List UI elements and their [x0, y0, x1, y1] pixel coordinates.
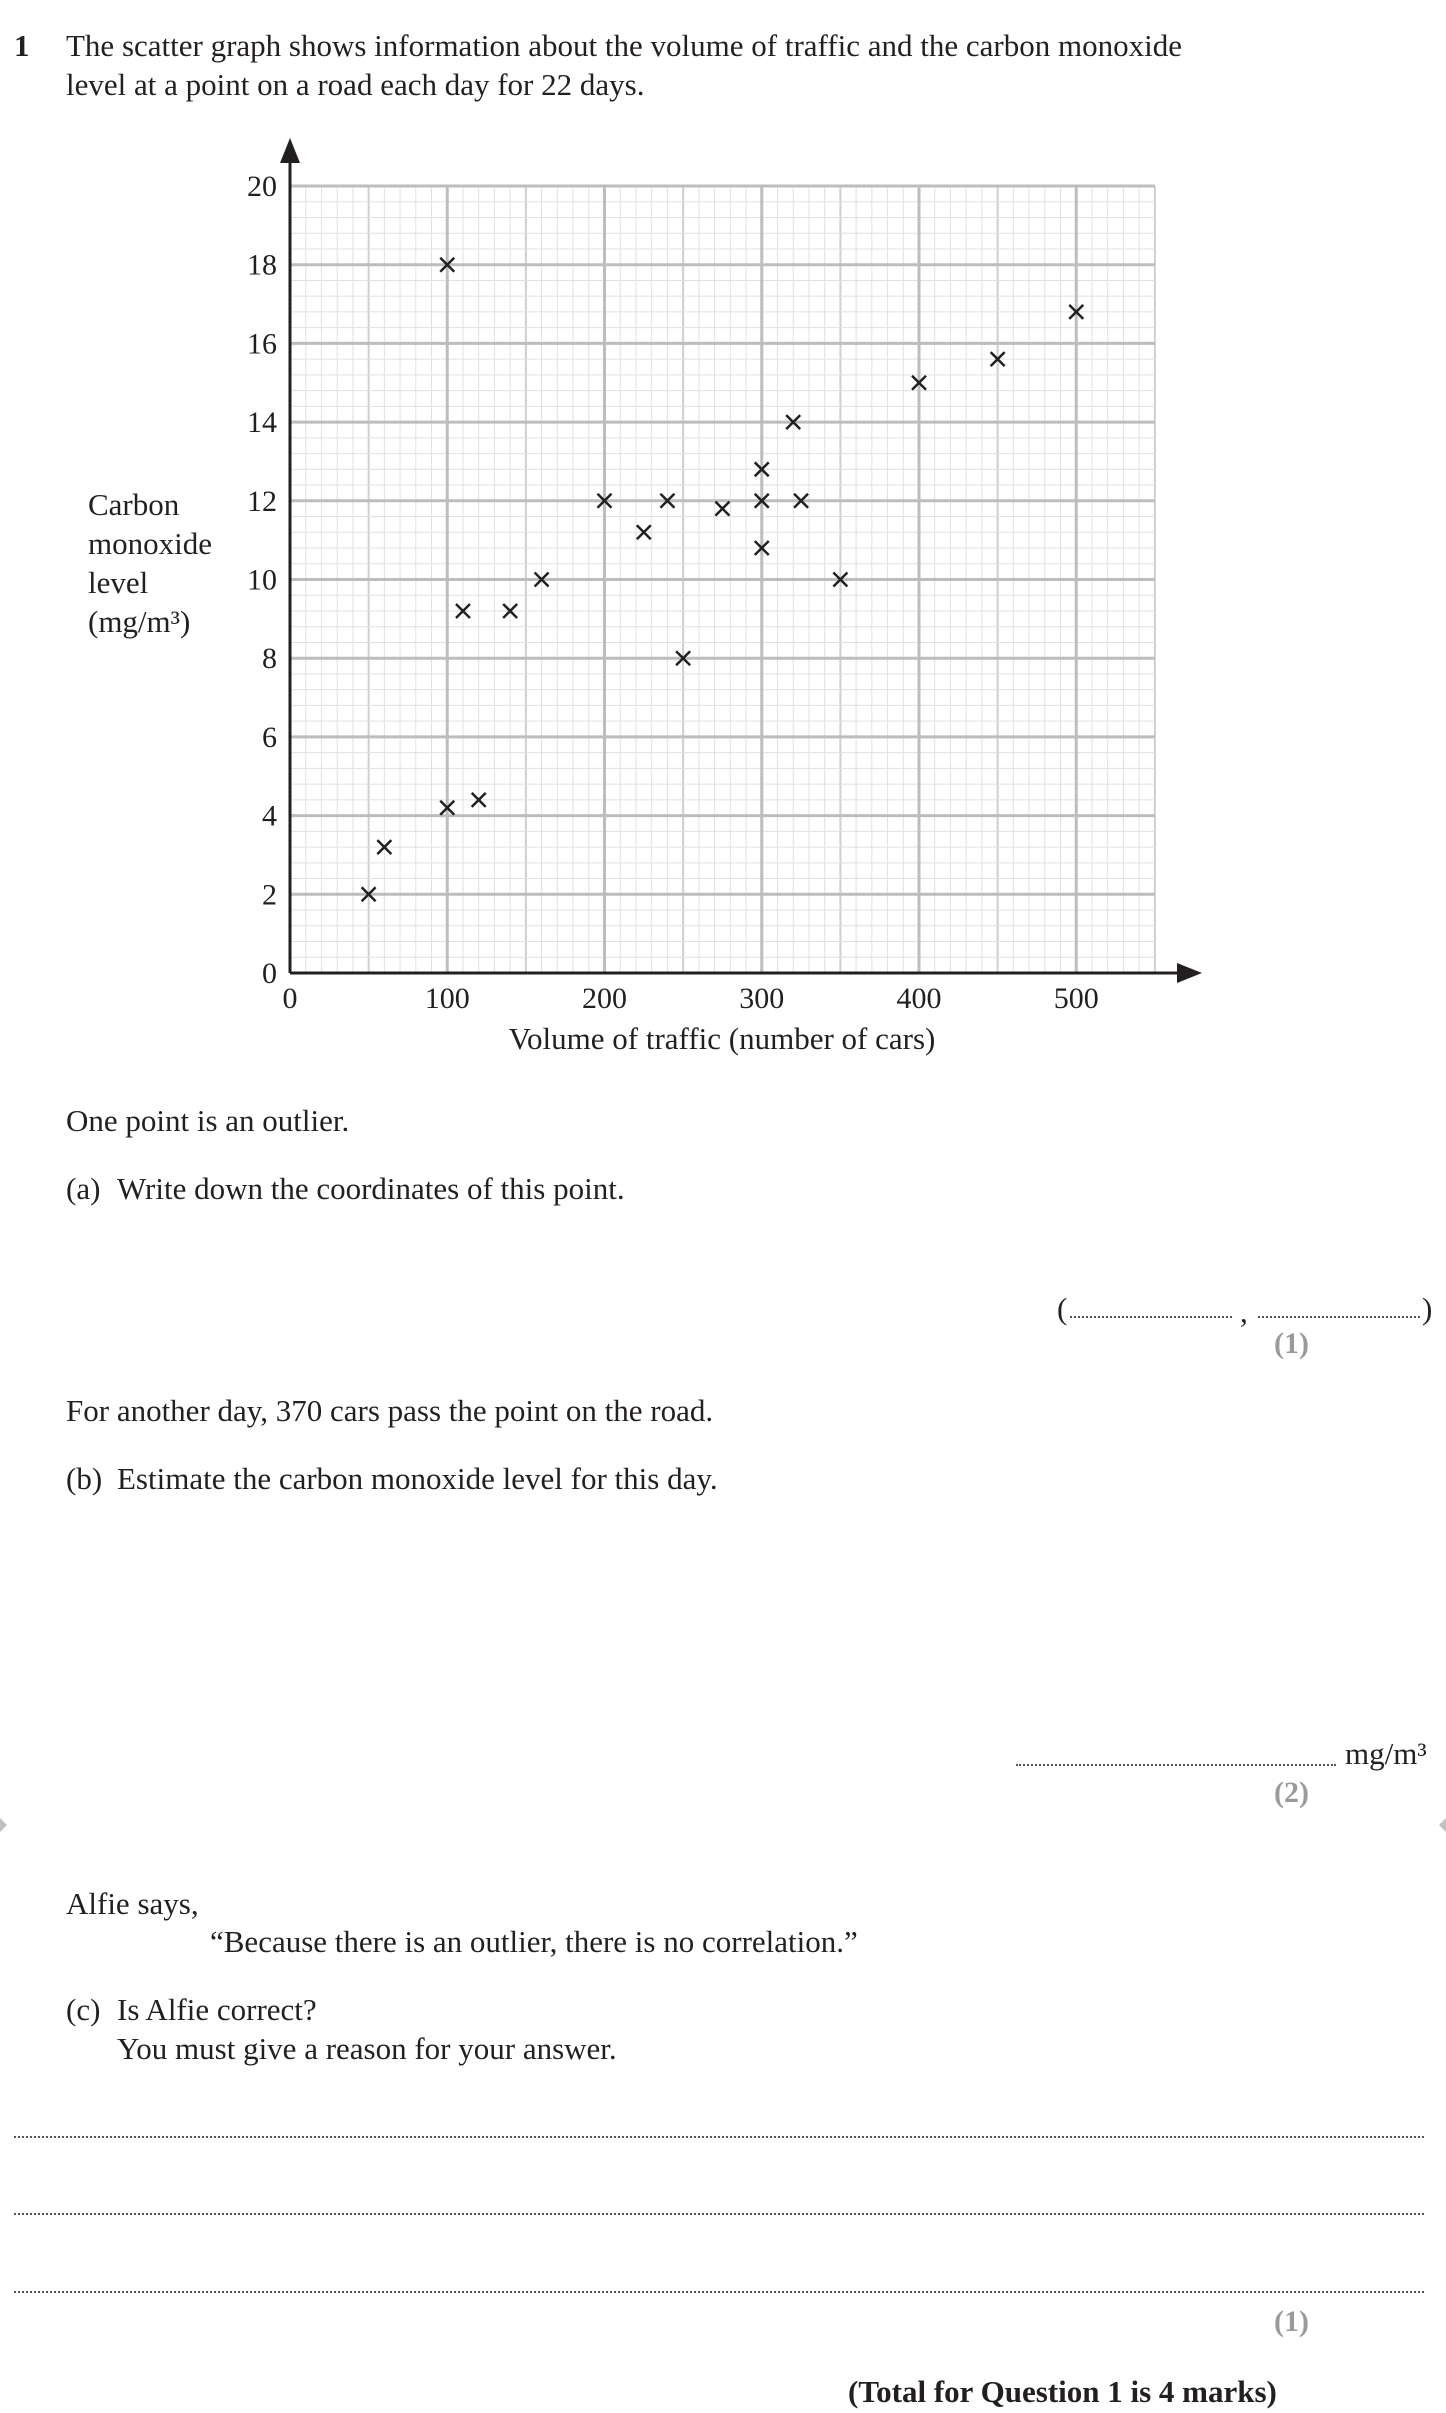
- y-tick-label: 12: [247, 485, 277, 518]
- question-number: 1: [14, 28, 30, 63]
- part-b-unit: mg/m³: [1345, 1736, 1427, 1771]
- y-tick-label: 4: [262, 800, 277, 833]
- data-points: [360, 256, 1085, 903]
- y-tick-label: 8: [262, 642, 277, 675]
- scatter-graph: 0 100 200 300 400 500 0 2 4 6 8 10 12 14 16 18 20 Volume…: [88, 138, 1202, 1056]
- y-tick-label: 20: [247, 170, 277, 203]
- part-a-y-answer-line[interactable]: [1258, 1316, 1420, 1318]
- part-b-answer-line[interactable]: [1016, 1764, 1336, 1766]
- data-point-cross: [376, 839, 393, 855]
- part-a-label: (a): [66, 1171, 101, 1206]
- x-axis-arrow: [1177, 963, 1202, 983]
- data-point-cross: [753, 492, 770, 509]
- part-b-text: Estimate the carbon monoxide level for t…: [117, 1461, 718, 1496]
- tick-labels: 0 100 200 300 400 500 0 2 4 6 8 10 12 14 16 18 20: [247, 170, 1099, 1015]
- data-point-cross: [911, 374, 927, 391]
- x-tick-label: 400: [897, 982, 942, 1015]
- part-a-open-paren: (: [1057, 1291, 1068, 1326]
- part-a-marks: (1): [1274, 1327, 1309, 1360]
- right-margin-marker: [1439, 1818, 1446, 1832]
- part-a-comma: ,: [1240, 1294, 1248, 1329]
- x-tick-label: 0: [283, 982, 298, 1015]
- part-a-close-paren: ): [1422, 1291, 1433, 1326]
- data-point-cross: [659, 492, 676, 509]
- data-point-cross: [1068, 304, 1085, 320]
- data-point-cross: [470, 791, 487, 808]
- data-point-cross: [596, 492, 613, 509]
- data-point-cross: [753, 540, 770, 556]
- alfie-says: Alfie says,: [66, 1886, 199, 1921]
- y-axis-label-line: level: [88, 565, 148, 600]
- data-point-cross: [753, 461, 770, 478]
- part-a-text: Write down the coordinates of this point…: [117, 1171, 625, 1206]
- outlier-statement: One point is an outlier.: [66, 1103, 350, 1138]
- data-point-cross: [793, 492, 809, 509]
- alfie-quote: “Because there is an outlier, there is n…: [210, 1924, 858, 1959]
- data-point-cross: [785, 414, 802, 430]
- y-axis-arrow: [280, 138, 300, 163]
- part-c-answer-line[interactable]: [14, 2136, 1424, 2138]
- y-axis-label-line: Carbon: [88, 487, 180, 522]
- data-point-cross: [502, 603, 519, 619]
- axes: [280, 138, 1202, 983]
- part-a-x-answer-line[interactable]: [1070, 1316, 1232, 1318]
- part-c-line2: You must give a reason for your answer.: [117, 2031, 617, 2066]
- part-b-marks: (2): [1274, 1776, 1309, 1809]
- left-margin-marker: [0, 1818, 7, 1832]
- question-intro-line2: level at a point on a road each day for …: [66, 67, 645, 102]
- y-tick-label: 10: [247, 564, 277, 597]
- x-tick-label: 500: [1054, 982, 1099, 1015]
- part-c-marks: (1): [1274, 2305, 1309, 2338]
- x-tick-label: 100: [425, 982, 470, 1015]
- x-axis-label: Volume of traffic (number of cars): [509, 1021, 936, 1056]
- question-total: (Total for Question 1 is 4 marks): [848, 2374, 1277, 2409]
- data-point-cross: [635, 524, 652, 541]
- data-point-cross: [455, 603, 471, 619]
- part-b-intro: For another day, 370 cars pass the point…: [66, 1393, 714, 1428]
- part-c-label: (c): [66, 1992, 101, 2027]
- y-tick-label: 16: [247, 327, 277, 360]
- part-c-answer-line[interactable]: [14, 2291, 1424, 2293]
- data-point-cross: [832, 571, 849, 588]
- y-tick-label: 2: [262, 878, 277, 911]
- data-point-cross: [989, 351, 1006, 368]
- y-tick-label: 14: [247, 406, 277, 439]
- data-point-cross: [439, 256, 456, 273]
- y-axis-label-line: (mg/m³): [88, 604, 190, 639]
- data-point-cross: [714, 500, 731, 517]
- data-point-cross: [439, 799, 456, 816]
- part-c-answer-line[interactable]: [14, 2213, 1424, 2215]
- y-tick-label: 6: [262, 721, 277, 754]
- data-point-cross: [675, 650, 692, 667]
- y-tick-label: 0: [262, 957, 277, 990]
- y-axis-label: Carbon monoxide level (mg/m³): [88, 487, 212, 639]
- part-c-line1: Is Alfie correct?: [117, 1992, 317, 2027]
- y-axis-label-line: monoxide: [88, 526, 212, 561]
- data-point-cross: [533, 571, 550, 588]
- question-intro-line1: The scatter graph shows information abou…: [66, 28, 1182, 63]
- y-tick-label: 18: [247, 249, 277, 282]
- x-tick-label: 300: [739, 982, 784, 1015]
- data-point-cross: [360, 886, 377, 903]
- x-tick-label: 200: [582, 982, 627, 1015]
- part-b-label: (b): [66, 1461, 103, 1496]
- major-gridlines: [290, 184, 1155, 973]
